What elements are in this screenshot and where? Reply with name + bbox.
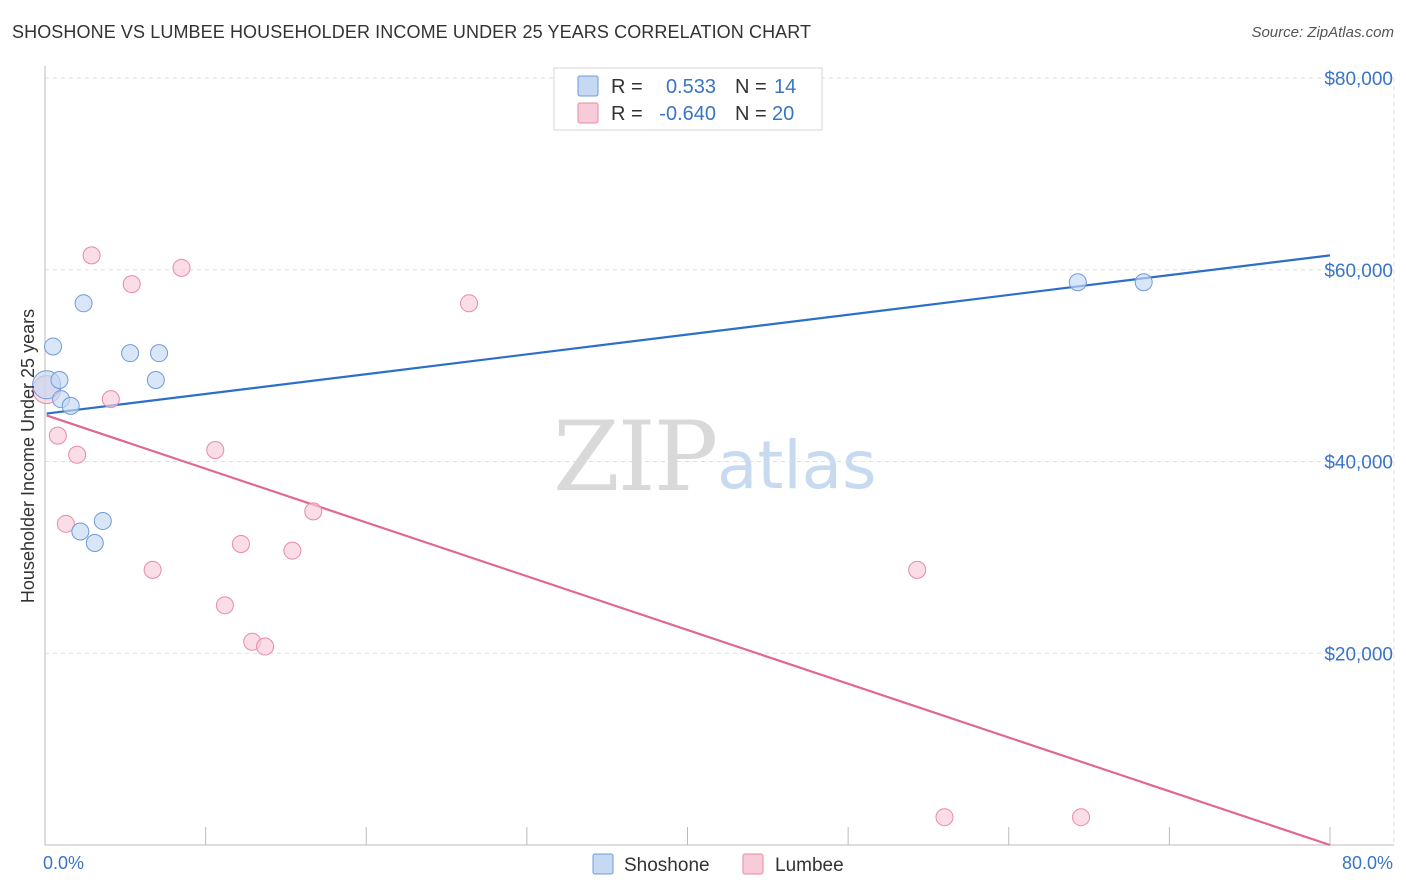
shoshone-point [150, 344, 169, 363]
lumbee-point [68, 445, 87, 464]
shoshone-point [74, 294, 93, 313]
data-points [32, 246, 1153, 827]
shoshone-point [50, 371, 69, 390]
source-credit: Source: ZipAtlas.com [1251, 24, 1394, 41]
shoshone-trend-line [46, 254, 1331, 415]
shoshone-r-value: 0.533 [666, 76, 716, 98]
shoshone-r-label: R = [611, 76, 643, 98]
lumbee-bottom-swatch [742, 853, 764, 875]
lumbee-point [172, 258, 191, 277]
lumbee-n-label: N = [735, 103, 767, 125]
shoshone-point [44, 337, 63, 356]
shoshone-legend-label: Shoshone [624, 855, 710, 876]
lumbee-point [206, 440, 225, 459]
y-tick-label: $80,000 [1324, 69, 1393, 90]
shoshone-point [61, 396, 80, 415]
shoshone-n-value: 14 [774, 76, 796, 98]
lumbee-point [256, 637, 275, 656]
tick-labels: $20,000 $40,000 $60,000 $80,000 0.0% 80.0% [43, 69, 1393, 873]
watermark-zip: ZIP [553, 401, 716, 513]
lumbee-point [215, 596, 234, 615]
lumbee-legend-label: Lumbee [775, 855, 844, 876]
stats-legend-frame [553, 67, 823, 131]
shoshone-n-label: N = [735, 76, 767, 98]
shoshone-legend-swatch [577, 75, 599, 97]
lumbee-point [283, 541, 302, 560]
shoshone-bottom-swatch [592, 853, 614, 875]
lumbee-point [101, 390, 120, 409]
trend-lines [46, 254, 1331, 847]
x-tick-label: 0.0% [43, 853, 84, 873]
lumbee-point [122, 275, 141, 294]
y-tick-label: $40,000 [1324, 453, 1393, 474]
lumbee-point [908, 560, 927, 579]
y-tick-label: $20,000 [1324, 644, 1393, 665]
shoshone-point [146, 371, 165, 390]
watermark-atlas: atlas [717, 427, 877, 504]
lumbee-r-value: -0.640 [659, 103, 716, 125]
lumbee-point [143, 560, 162, 579]
lumbee-trend-line [46, 414, 1331, 847]
lumbee-point [460, 294, 479, 313]
shoshone-point [121, 344, 140, 363]
lumbee-point [56, 514, 75, 533]
lumbee-point [304, 502, 323, 521]
shoshone-point [1068, 273, 1087, 292]
lumbee-point [82, 246, 101, 265]
series-legend: Shoshone Lumbee [592, 853, 844, 876]
lumbee-point [1072, 808, 1091, 827]
shoshone-point [71, 522, 90, 541]
lumbee-n-value: 20 [772, 103, 794, 125]
shoshone-point [93, 511, 112, 530]
stats-legend: R = 0.533 N = 14 R = -0.640 N = 20 [553, 67, 823, 131]
lumbee-point [231, 534, 250, 553]
lumbee-r-label: R = [611, 103, 643, 125]
y-tick-label: $60,000 [1324, 261, 1393, 282]
shoshone-point [1134, 273, 1153, 292]
lumbee-legend-swatch [577, 102, 599, 124]
y-axis-label: Householder Income Under 25 years [18, 309, 38, 603]
grid-lines [45, 77, 1395, 845]
lumbee-point [935, 808, 954, 827]
lumbee-point [48, 426, 67, 445]
x-tick-label: 80.0% [1342, 853, 1393, 873]
chart-title: SHOSHONE VS LUMBEE HOUSEHOLDER INCOME UN… [12, 22, 812, 42]
axes [44, 66, 1394, 846]
shoshone-point [85, 533, 104, 552]
